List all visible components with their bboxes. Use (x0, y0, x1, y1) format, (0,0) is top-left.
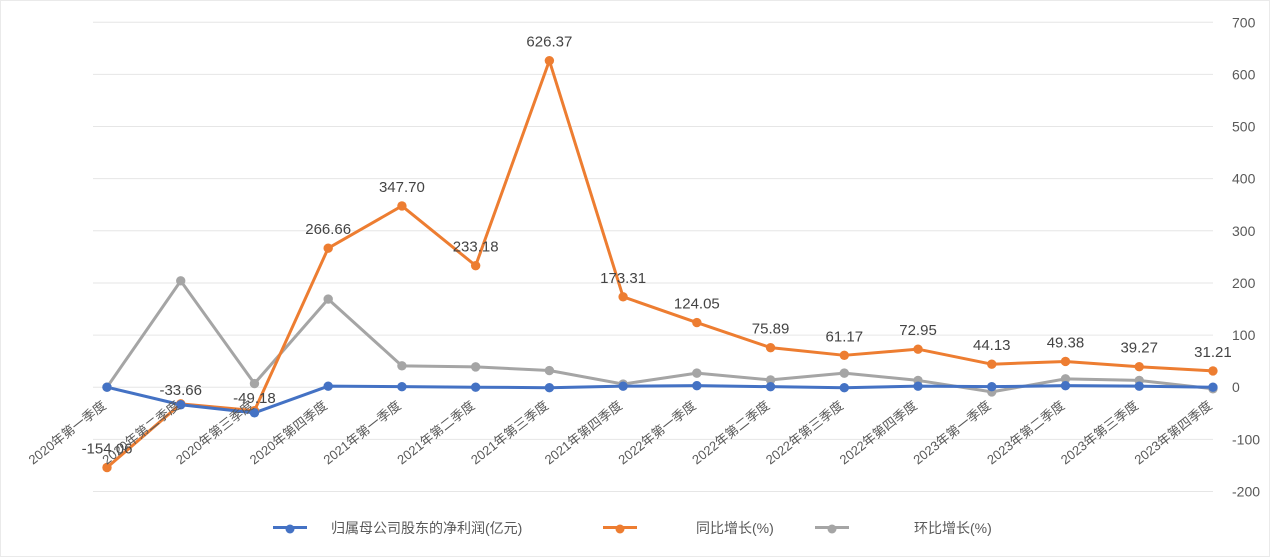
svg-text:2021年第三季度: 2021年第三季度 (468, 398, 551, 468)
svg-text:2023年第一季度: 2023年第一季度 (910, 398, 993, 468)
svg-text:2021年第四季度: 2021年第四季度 (542, 398, 625, 468)
svg-text:2023年第四季度: 2023年第四季度 (1132, 398, 1215, 468)
svg-text:2023年第三季度: 2023年第三季度 (1058, 398, 1141, 468)
svg-text:400: 400 (1232, 171, 1256, 187)
svg-text:2020年第二季度: 2020年第二季度 (99, 398, 182, 468)
svg-text:2022年第二季度: 2022年第二季度 (689, 398, 772, 468)
svg-text:61.17: 61.17 (826, 328, 864, 345)
svg-text:72.95: 72.95 (899, 322, 937, 339)
svg-text:2022年第四季度: 2022年第四季度 (837, 398, 920, 468)
svg-text:31.21: 31.21 (1194, 344, 1232, 361)
svg-text:626.37: 626.37 (526, 34, 572, 51)
svg-text:2020年第四季度: 2020年第四季度 (247, 398, 330, 468)
svg-text:2022年第一季度: 2022年第一季度 (615, 398, 698, 468)
svg-text:75.89: 75.89 (752, 321, 790, 338)
svg-text:173.31: 173.31 (600, 270, 646, 287)
svg-text:347.70: 347.70 (379, 179, 425, 196)
svg-text:266.66: 266.66 (305, 221, 351, 238)
svg-text:49.38: 49.38 (1047, 334, 1085, 351)
svg-text:100: 100 (1232, 327, 1256, 343)
svg-text:-200: -200 (1232, 483, 1260, 499)
svg-text:700: 700 (1232, 14, 1256, 30)
svg-text:0: 0 (1232, 379, 1240, 395)
svg-text:2021年第一季度: 2021年第一季度 (321, 398, 404, 468)
svg-text:2021年第二季度: 2021年第二季度 (394, 398, 477, 468)
svg-text:200: 200 (1232, 275, 1256, 291)
svg-text:233.18: 233.18 (453, 239, 499, 256)
svg-text:-100: -100 (1232, 431, 1260, 447)
svg-text:300: 300 (1232, 223, 1256, 239)
svg-text:2022年第三季度: 2022年第三季度 (763, 398, 846, 468)
svg-text:-33.66: -33.66 (159, 382, 202, 399)
svg-text:2023年第二季度: 2023年第二季度 (984, 398, 1067, 468)
svg-text:124.05: 124.05 (674, 296, 720, 313)
svg-text:44.13: 44.13 (973, 337, 1011, 354)
svg-text:600: 600 (1232, 66, 1256, 82)
svg-text:500: 500 (1232, 119, 1256, 135)
svg-text:39.27: 39.27 (1120, 340, 1158, 357)
